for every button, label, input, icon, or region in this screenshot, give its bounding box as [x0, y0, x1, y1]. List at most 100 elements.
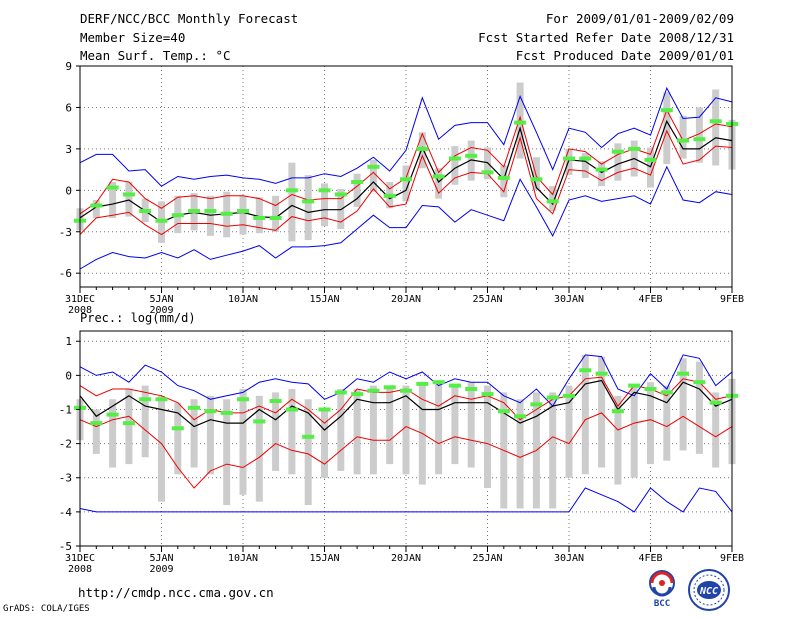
- observed-marker: [204, 409, 217, 414]
- x-tick-label: 9FEB: [720, 553, 744, 564]
- spread-box: [598, 161, 606, 187]
- spread-box: [712, 89, 720, 166]
- observed-marker: [628, 383, 641, 388]
- observed-marker: [448, 383, 461, 388]
- source-url[interactable]: http://cmdp.ncc.cma.gov.cn: [78, 585, 274, 600]
- x-tick-sublabel: 2009: [149, 305, 173, 316]
- spread-box: [614, 395, 622, 485]
- x-tick-label: 20JAN: [391, 553, 421, 564]
- observed-marker: [302, 434, 315, 439]
- spread-box: [549, 186, 557, 212]
- observed-marker: [465, 153, 478, 158]
- observed-marker: [318, 188, 331, 193]
- observed-marker: [106, 412, 119, 417]
- spread-box: [402, 385, 410, 475]
- spread-box: [272, 195, 280, 232]
- spread-box: [255, 395, 263, 502]
- spread-box: [206, 195, 214, 236]
- spread-box: [304, 175, 312, 241]
- y-tick-label: -2: [59, 438, 72, 451]
- observed-marker: [416, 381, 429, 386]
- header-forecast-period: For 2009/01/01-2009/02/09: [545, 11, 734, 26]
- spread-box: [500, 165, 508, 198]
- header-title: DERF/NCC/BCC Monthly Forecast: [80, 11, 299, 26]
- spread-box: [288, 162, 296, 242]
- y-tick-label: 3: [65, 143, 72, 156]
- observed-marker: [660, 390, 673, 395]
- x-tick-label: 15JAN: [309, 294, 339, 305]
- y-tick-label: -5: [59, 540, 72, 553]
- observed-marker: [693, 137, 706, 142]
- observed-marker: [334, 390, 347, 395]
- spread-box: [125, 182, 133, 217]
- spread-box: [353, 173, 361, 207]
- observed-marker: [628, 146, 641, 151]
- spread-box: [125, 389, 133, 465]
- y-tick-label: -3: [59, 226, 72, 239]
- x-tick-sublabel: 2008: [68, 564, 92, 575]
- x-tick-label: 5JAN: [149, 553, 173, 564]
- spread-box: [158, 395, 165, 502]
- spread-box: [467, 140, 475, 181]
- observed-marker: [611, 409, 624, 414]
- observed-marker: [481, 392, 494, 397]
- spread-box: [614, 143, 622, 181]
- observed-marker: [644, 387, 657, 392]
- spread-box: [516, 82, 524, 159]
- y-tick-label: 6: [65, 101, 72, 114]
- spread-box: [565, 148, 573, 176]
- spread-box: [695, 107, 703, 163]
- spread-box: [321, 409, 328, 478]
- spread-box: [549, 392, 557, 509]
- x-tick-label: 25JAN: [472, 553, 502, 564]
- y-tick-label: -3: [59, 472, 72, 485]
- observed-marker: [595, 371, 608, 376]
- spread-box: [92, 199, 100, 218]
- observed-marker: [139, 209, 152, 214]
- y-tick-label: -1: [59, 403, 72, 416]
- observed-marker: [677, 138, 690, 143]
- observed-marker: [563, 156, 575, 161]
- observed-marker: [220, 410, 233, 415]
- spread-box: [255, 197, 263, 234]
- spread-box: [239, 389, 247, 495]
- spread-box: [272, 392, 280, 471]
- observed-marker: [367, 388, 380, 393]
- observed-marker: [497, 409, 510, 414]
- header-start-date: Fcst Started Refer Date 2008/12/31: [478, 30, 734, 45]
- spread-box: [141, 385, 149, 458]
- spread-box: [712, 392, 720, 468]
- y-tick-label: 0: [65, 184, 72, 197]
- observed-marker: [269, 398, 282, 403]
- observed-marker: [237, 209, 249, 214]
- spread-box: [598, 356, 606, 468]
- y-tick-label: -4: [59, 506, 73, 519]
- x-tick-label: 10JAN: [228, 553, 258, 564]
- observed-marker: [171, 426, 184, 431]
- spread-box: [581, 354, 589, 475]
- prec-chart-title: Prec.: log(mm/d): [80, 311, 196, 325]
- ensemble-mean-line: [79, 119, 733, 223]
- observed-marker: [204, 209, 217, 214]
- spread-box: [516, 399, 524, 509]
- observed-marker: [400, 388, 412, 393]
- observed-marker: [465, 387, 478, 392]
- observed-marker: [122, 192, 135, 197]
- spread-box: [239, 195, 247, 235]
- observed-marker: [400, 177, 412, 182]
- observed-marker: [595, 167, 608, 172]
- observed-marker: [709, 119, 722, 124]
- observed-marker: [514, 414, 527, 419]
- spread-box: [679, 358, 687, 451]
- observed-marker: [367, 164, 380, 169]
- observed-marker: [677, 371, 690, 376]
- header-produced-date: Fcst Produced Date 2009/01/01: [515, 48, 734, 63]
- x-tick-label: 9FEB: [720, 294, 744, 305]
- observed-marker: [383, 193, 396, 198]
- spread-box: [369, 159, 377, 192]
- observed-marker: [318, 407, 331, 412]
- lower-spread-line: [79, 129, 733, 236]
- observed-marker: [155, 397, 168, 402]
